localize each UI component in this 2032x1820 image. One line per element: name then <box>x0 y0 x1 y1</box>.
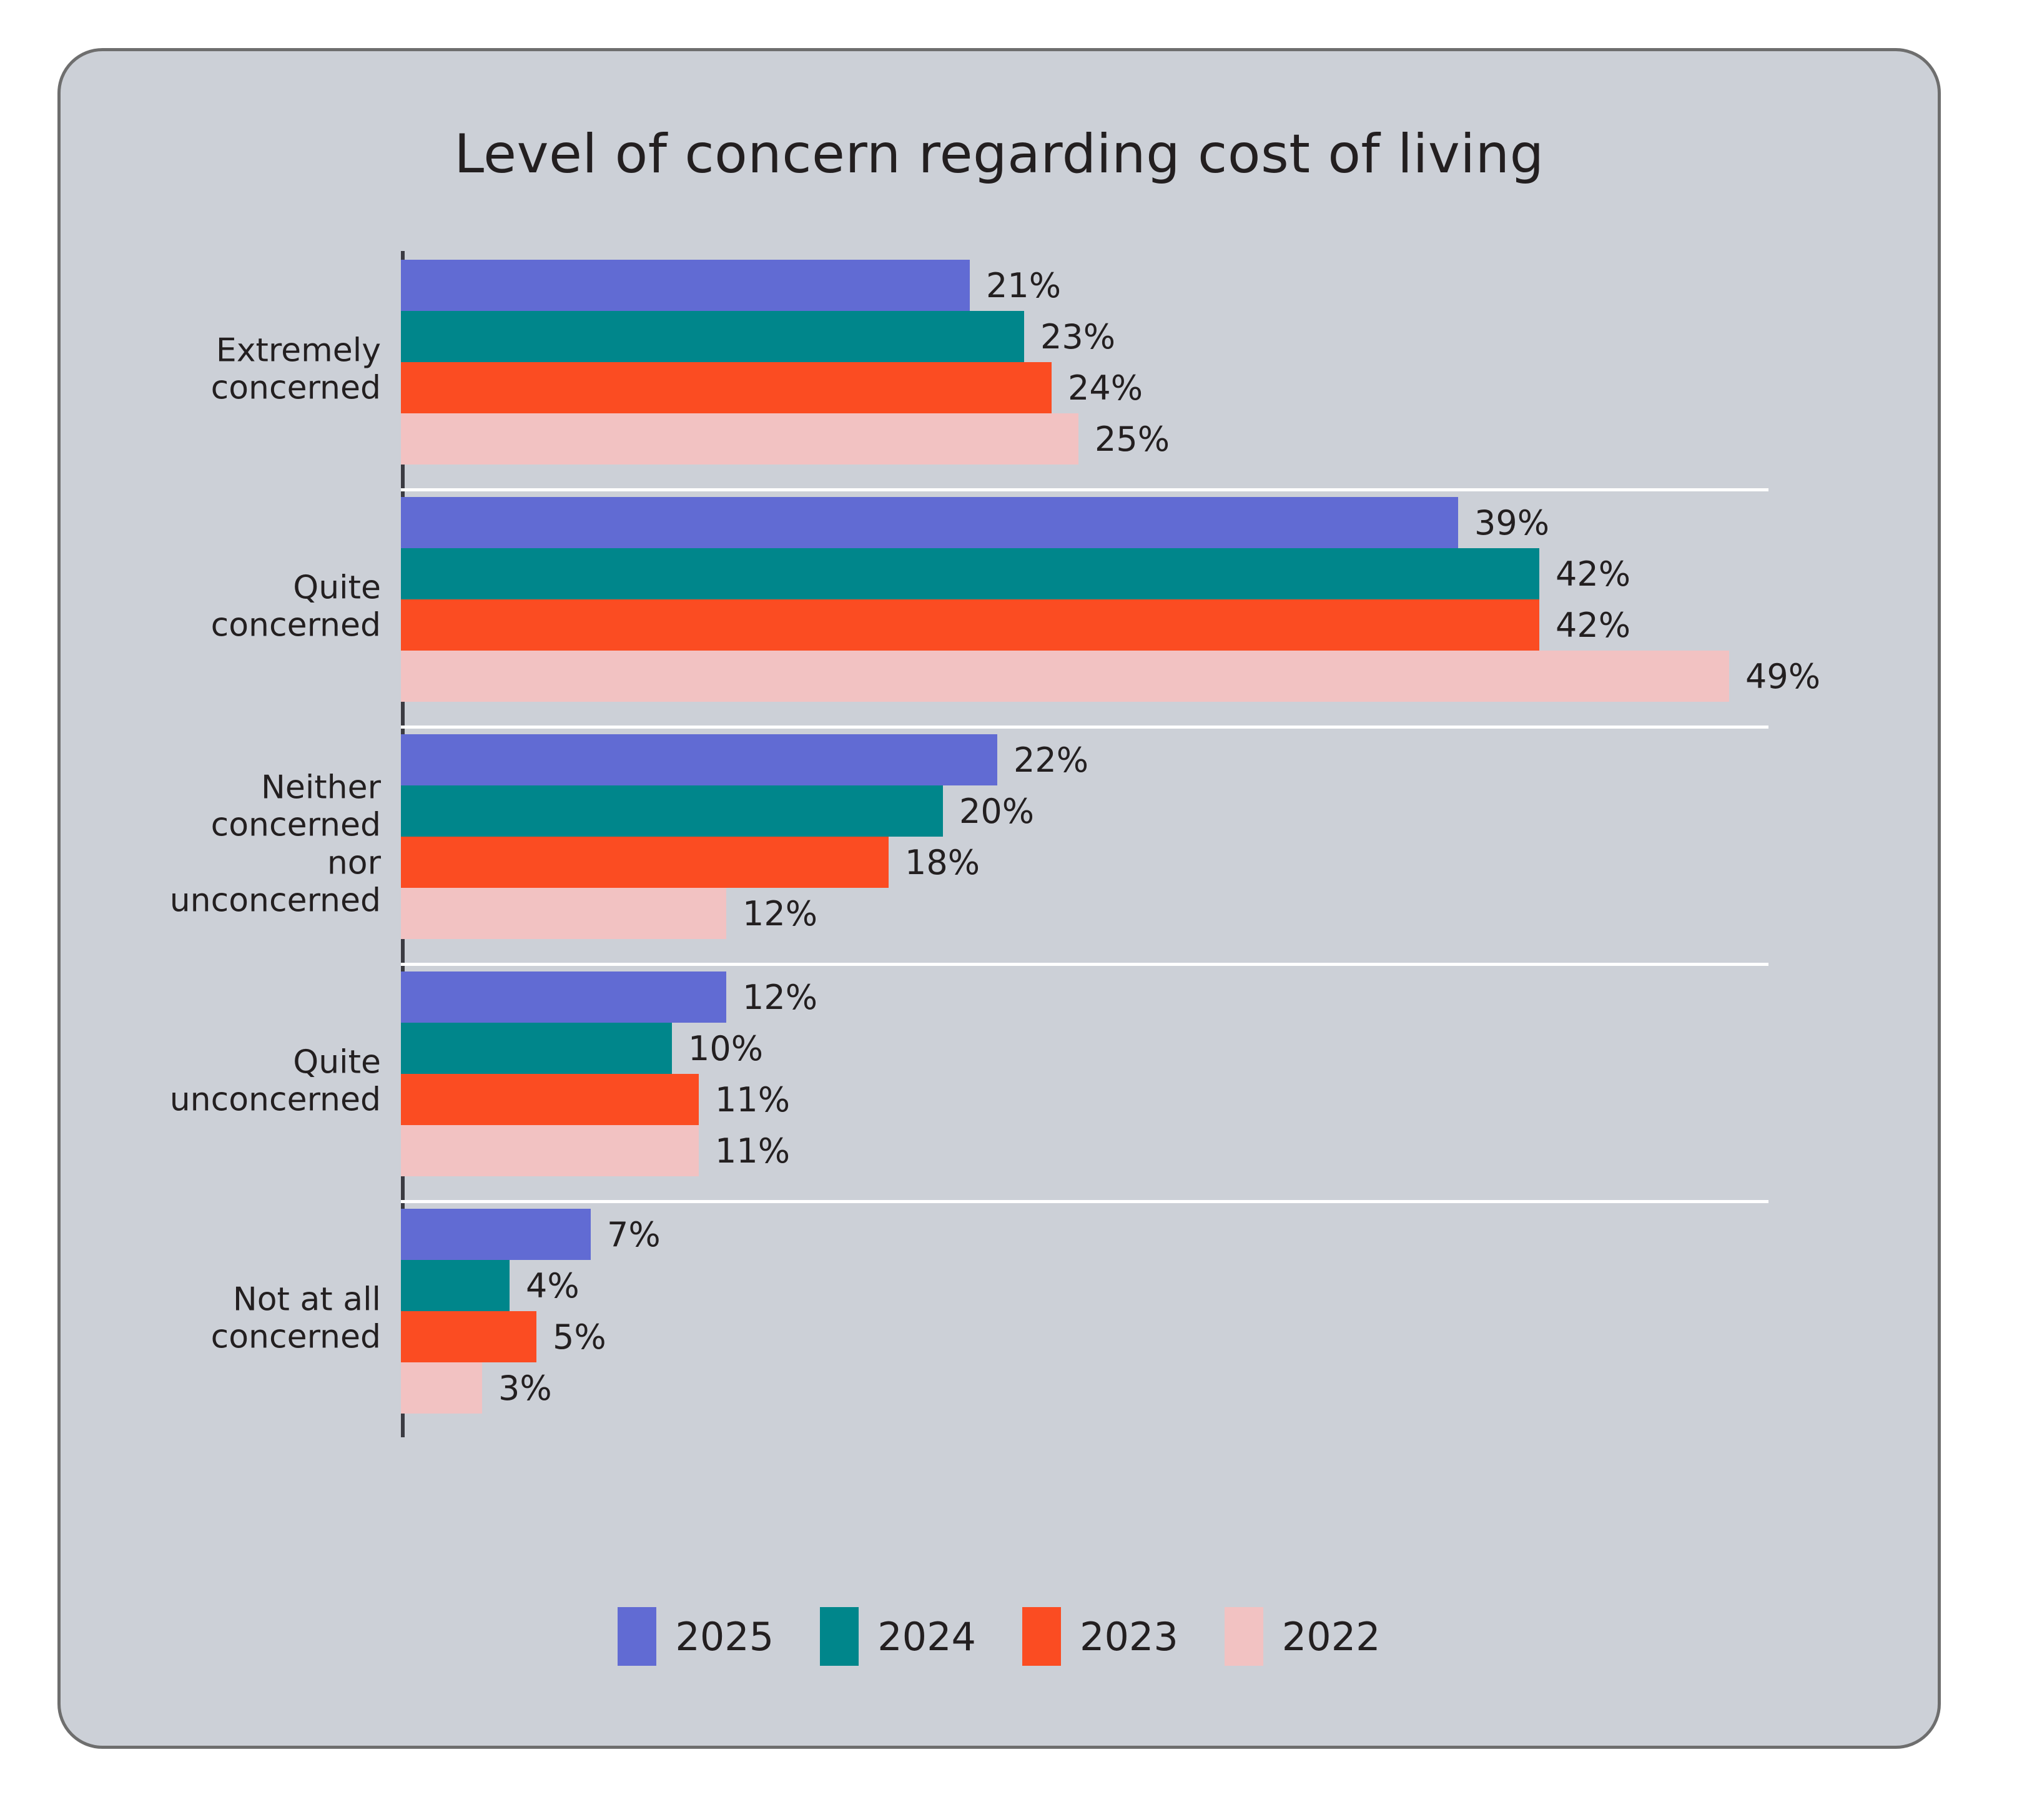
bar-row: 10% <box>401 1023 1900 1074</box>
bar-2022[interactable] <box>401 651 1729 702</box>
bar-row: 18% <box>401 837 1900 888</box>
bar-group: Not at all concerned 7% 4% 5% 3% <box>211 1200 1900 1437</box>
bar-row: 11% <box>401 1074 1900 1125</box>
chart-title: Level of concern regarding cost of livin… <box>454 123 1544 185</box>
bar-row: 12% <box>401 971 1900 1023</box>
bar-2023[interactable] <box>401 1074 699 1125</box>
legend-item-2023[interactable]: 2023 <box>1022 1607 1178 1666</box>
bar-value-label: 21% <box>986 265 1062 305</box>
bar-value-label: 12% <box>742 893 818 933</box>
plot-area: Extremely concerned 21% 23% 24% 25% Quite con… <box>170 251 1900 1437</box>
bar-value-label: 23% <box>1040 317 1116 357</box>
bar-row: 4% <box>401 1260 1900 1311</box>
bar-2025[interactable] <box>401 971 726 1023</box>
bar-2024[interactable] <box>401 785 943 837</box>
bar-2024[interactable] <box>401 1023 672 1074</box>
bar-row: 24% <box>401 362 1900 413</box>
bar-row: 11% <box>401 1125 1900 1176</box>
bar-value-label: 24% <box>1068 368 1143 408</box>
bar-2023[interactable] <box>401 362 1052 413</box>
bar-2024[interactable] <box>401 311 1024 362</box>
legend-item-2022[interactable]: 2022 <box>1224 1607 1381 1666</box>
legend-item-2024[interactable]: 2024 <box>820 1607 976 1666</box>
bar-value-label: 11% <box>715 1080 791 1119</box>
category-label: Quite concerned <box>210 569 382 644</box>
bar-value-label: 42% <box>1556 605 1631 645</box>
legend-label: 2024 <box>877 1613 976 1660</box>
bar-2024[interactable] <box>401 548 1539 599</box>
group-separator <box>401 726 1768 729</box>
bar-row: 49% <box>401 651 1900 702</box>
group-separator <box>401 488 1768 491</box>
bar-group: Quite concerned 39% 42% 42% 49% <box>211 488 1900 726</box>
bar-groups: Extremely concerned 21% 23% 24% 25% Quite con… <box>170 251 1900 1437</box>
group-separator <box>401 963 1768 966</box>
bar-2022[interactable] <box>401 1362 482 1414</box>
category-label: Quite unconcerned <box>169 1043 381 1119</box>
bar-row: 39% <box>401 497 1900 548</box>
bar-value-label: 42% <box>1556 554 1631 594</box>
bar-2022[interactable] <box>401 888 726 939</box>
legend-swatch-icon <box>820 1607 859 1666</box>
bar-value-label: 12% <box>742 977 818 1017</box>
bar-row: 20% <box>401 785 1900 837</box>
bar-2022[interactable] <box>401 1125 699 1176</box>
bar-value-label: 7% <box>607 1214 661 1254</box>
bar-value-label: 11% <box>715 1131 791 1171</box>
bar-row: 12% <box>401 888 1900 939</box>
legend-label: 2025 <box>675 1613 774 1660</box>
bar-2025[interactable] <box>401 1209 591 1260</box>
bar-2025[interactable] <box>401 734 997 785</box>
bar-group: Quite unconcerned 12% 10% 11% 11% <box>170 963 1900 1200</box>
legend-swatch-icon <box>1224 1607 1263 1666</box>
legend-swatch-icon <box>1022 1607 1061 1666</box>
legend-swatch-icon <box>618 1607 657 1666</box>
bar-row: 7% <box>401 1209 1900 1260</box>
group-separator <box>401 1200 1768 1203</box>
bar-row: 23% <box>401 311 1900 362</box>
legend-label: 2023 <box>1080 1613 1178 1660</box>
legend-item-2025[interactable]: 2025 <box>618 1607 774 1666</box>
bar-2023[interactable] <box>401 837 889 888</box>
bar-2025[interactable] <box>401 260 970 311</box>
bar-value-label: 25% <box>1095 419 1170 459</box>
bar-value-label: 10% <box>688 1028 764 1068</box>
chart-card: Level of concern regarding cost of livin… <box>57 48 1941 1749</box>
bar-value-label: 20% <box>959 791 1035 831</box>
bar-value-label: 39% <box>1474 503 1550 543</box>
bar-value-label: 3% <box>498 1368 552 1408</box>
bar-row: 42% <box>401 599 1900 651</box>
legend-label: 2022 <box>1281 1613 1381 1660</box>
category-label: Extremely concerned <box>210 332 381 407</box>
bar-value-label: 22% <box>1014 740 1089 780</box>
bar-row: 3% <box>401 1362 1900 1414</box>
bar-row: 42% <box>401 548 1900 599</box>
bar-2025[interactable] <box>401 497 1458 548</box>
chart-legend: 2025 2024 2023 2022 <box>61 1607 1938 1666</box>
bar-row: 25% <box>401 413 1900 465</box>
bar-row: 22% <box>401 734 1900 785</box>
bar-2023[interactable] <box>401 1311 536 1362</box>
bar-2023[interactable] <box>401 599 1539 651</box>
category-label: Not at all concerned <box>210 1281 381 1356</box>
bar-row: 21% <box>401 260 1900 311</box>
category-label: Neither concerned nor unconcerned <box>169 769 381 920</box>
bar-value-label: 5% <box>553 1317 606 1357</box>
bar-2022[interactable] <box>401 413 1078 465</box>
bar-value-label: 18% <box>905 842 980 882</box>
bar-value-label: 49% <box>1745 656 1821 696</box>
bar-value-label: 4% <box>526 1266 580 1306</box>
bar-group: Neither concerned nor unconcerned 22% 20% 1… <box>170 726 1900 963</box>
bar-row: 5% <box>401 1311 1900 1362</box>
bar-group: Extremely concerned 21% 23% 24% 25% <box>211 251 1900 488</box>
bar-2024[interactable] <box>401 1260 510 1311</box>
